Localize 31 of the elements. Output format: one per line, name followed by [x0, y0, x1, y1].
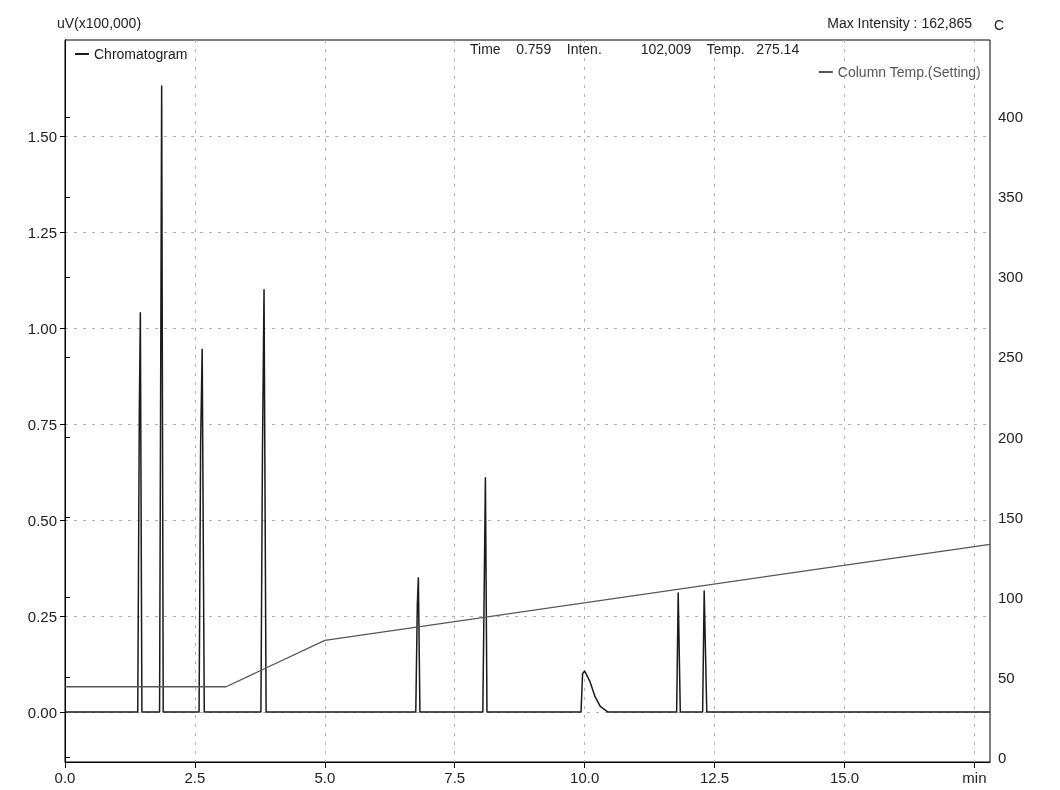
- y-tick-label: 0.75: [27, 415, 57, 433]
- y-tick-label: 1.00: [27, 319, 57, 337]
- y-tick-label: 0.25: [27, 607, 57, 625]
- y2-tick-label: 50: [998, 668, 1015, 686]
- x-tick-label: 15.0: [829, 769, 860, 786]
- x-tick-label: 10.0: [570, 769, 600, 786]
- x-tick-label: 0.0: [54, 769, 76, 786]
- y2-tick-label: 400: [998, 108, 1024, 126]
- x-tick-label: 2.5: [184, 769, 206, 786]
- y-tick-label: 0.50: [27, 511, 57, 529]
- y-tick-label: 1.25: [27, 223, 57, 241]
- legend-label: Chromatogram: [94, 46, 188, 62]
- y-axis-title: uV(x100,000): [57, 15, 142, 31]
- y2-tick-label: 200: [998, 428, 1024, 446]
- legend-label: Column Temp.(Setting): [837, 64, 981, 80]
- y2-tick-label: 150: [998, 508, 1024, 526]
- x-tick-label: 5.0: [314, 769, 336, 786]
- y2-tick-label: 350: [998, 188, 1024, 206]
- y2-tick-label: 300: [998, 268, 1024, 286]
- y2-axis-title: C: [993, 17, 1005, 33]
- y-tick-label: 1.50: [27, 127, 57, 145]
- y2-tick-label: 100: [998, 588, 1024, 606]
- y-tick-label: 0.00: [27, 703, 57, 721]
- y2-tick-label: 0: [998, 748, 1007, 766]
- y2-tick-label: 250: [998, 348, 1024, 366]
- x-tick-label: 7.5: [444, 769, 466, 786]
- x-tick-label: 12.5: [699, 769, 730, 786]
- x-tick-label: min: [962, 769, 987, 786]
- annotation: Time 0.759 Inten. 102,009 Temp. 275.14: [470, 41, 800, 57]
- line-series: [64, 85, 991, 713]
- text: Max Intensity : 162,865: [827, 15, 973, 31]
